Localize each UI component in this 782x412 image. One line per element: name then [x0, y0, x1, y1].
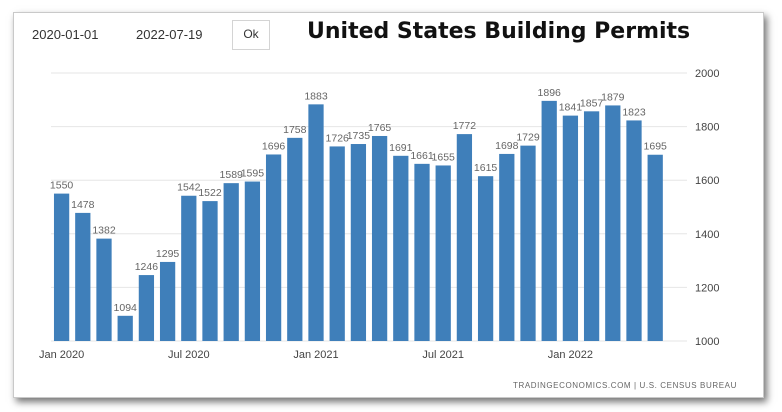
y-tick-label: 1800 — [695, 122, 719, 134]
data-label: 1691 — [389, 142, 413, 154]
bar — [159, 261, 176, 341]
bar — [499, 153, 515, 341]
y-tick-label: 1600 — [695, 175, 719, 187]
data-label: 1729 — [516, 132, 540, 144]
bar — [202, 201, 218, 341]
bar — [138, 275, 155, 341]
bar — [53, 193, 70, 341]
bar — [265, 154, 282, 341]
bar — [223, 183, 239, 341]
data-label: 1615 — [474, 162, 498, 174]
data-label: 1758 — [283, 124, 307, 136]
data-label: 1883 — [304, 90, 328, 102]
bar — [117, 315, 133, 341]
y-tick-label: 1000 — [695, 336, 719, 348]
bar — [520, 145, 536, 341]
ok-button[interactable]: Ok — [232, 20, 270, 50]
data-label: 1589 — [220, 169, 244, 181]
bar — [647, 154, 663, 341]
data-label: 1695 — [644, 141, 668, 153]
data-label: 1735 — [347, 130, 371, 142]
data-label: 1655 — [432, 151, 456, 163]
data-label: 1857 — [580, 97, 604, 109]
bar — [562, 115, 579, 341]
data-label: 1696 — [262, 140, 286, 152]
data-label: 1698 — [495, 140, 519, 152]
data-label: 1246 — [135, 261, 159, 273]
data-label: 1823 — [622, 106, 646, 118]
data-label: 1542 — [177, 182, 201, 194]
bar — [244, 181, 261, 341]
data-label: 1879 — [601, 91, 625, 103]
end-date-input[interactable]: 2022-07-19 — [136, 21, 203, 49]
bar — [371, 135, 388, 341]
y-tick-label: 1200 — [695, 282, 719, 294]
bar — [435, 165, 451, 341]
x-tick-label: Jul 2020 — [168, 349, 210, 361]
data-label: 1382 — [92, 225, 116, 237]
bar — [350, 144, 367, 341]
data-label: 1094 — [114, 302, 138, 314]
data-label: 1295 — [156, 248, 180, 260]
bar — [329, 146, 345, 341]
bar — [477, 176, 494, 341]
bar — [308, 104, 324, 341]
data-label: 1522 — [198, 187, 222, 199]
bar — [605, 105, 621, 341]
data-label: 1478 — [71, 199, 95, 211]
bar — [393, 155, 409, 341]
y-tick-label: 2000 — [695, 68, 719, 80]
bar — [541, 100, 557, 341]
bar — [583, 111, 600, 341]
x-tick-label: Jan 2020 — [39, 349, 84, 361]
chart-panel: 2020-01-01 2022-07-19 Ok United States B… — [13, 12, 764, 398]
start-date-input[interactable]: 2020-01-01 — [32, 21, 99, 49]
bar — [96, 238, 112, 341]
bar — [414, 163, 430, 341]
data-label: 1772 — [453, 120, 477, 132]
data-label: 1765 — [368, 122, 392, 134]
source-credit: TRADINGECONOMICS.COM | U.S. CENSUS BUREA… — [512, 381, 737, 390]
x-tick-label: Jul 2021 — [422, 349, 464, 361]
data-label: 1726 — [326, 132, 350, 144]
bar — [287, 137, 303, 341]
bar — [626, 120, 642, 341]
data-label: 1595 — [241, 168, 265, 180]
y-tick-label: 1400 — [695, 229, 719, 241]
bar — [456, 134, 473, 341]
data-label: 1550 — [50, 180, 74, 192]
bar-chart: 1000 1200 1400 1600 1800 2000 1550 1478 1382 1094… — [39, 68, 720, 361]
data-label: 1661 — [410, 150, 434, 162]
bar — [181, 195, 197, 341]
data-label: 1841 — [559, 102, 583, 114]
data-label: 1896 — [538, 87, 562, 99]
chart-title: United States Building Permits — [307, 19, 691, 44]
x-tick-label: Jan 2021 — [293, 349, 338, 361]
bar — [75, 212, 91, 341]
x-tick-label: Jan 2022 — [548, 349, 593, 361]
